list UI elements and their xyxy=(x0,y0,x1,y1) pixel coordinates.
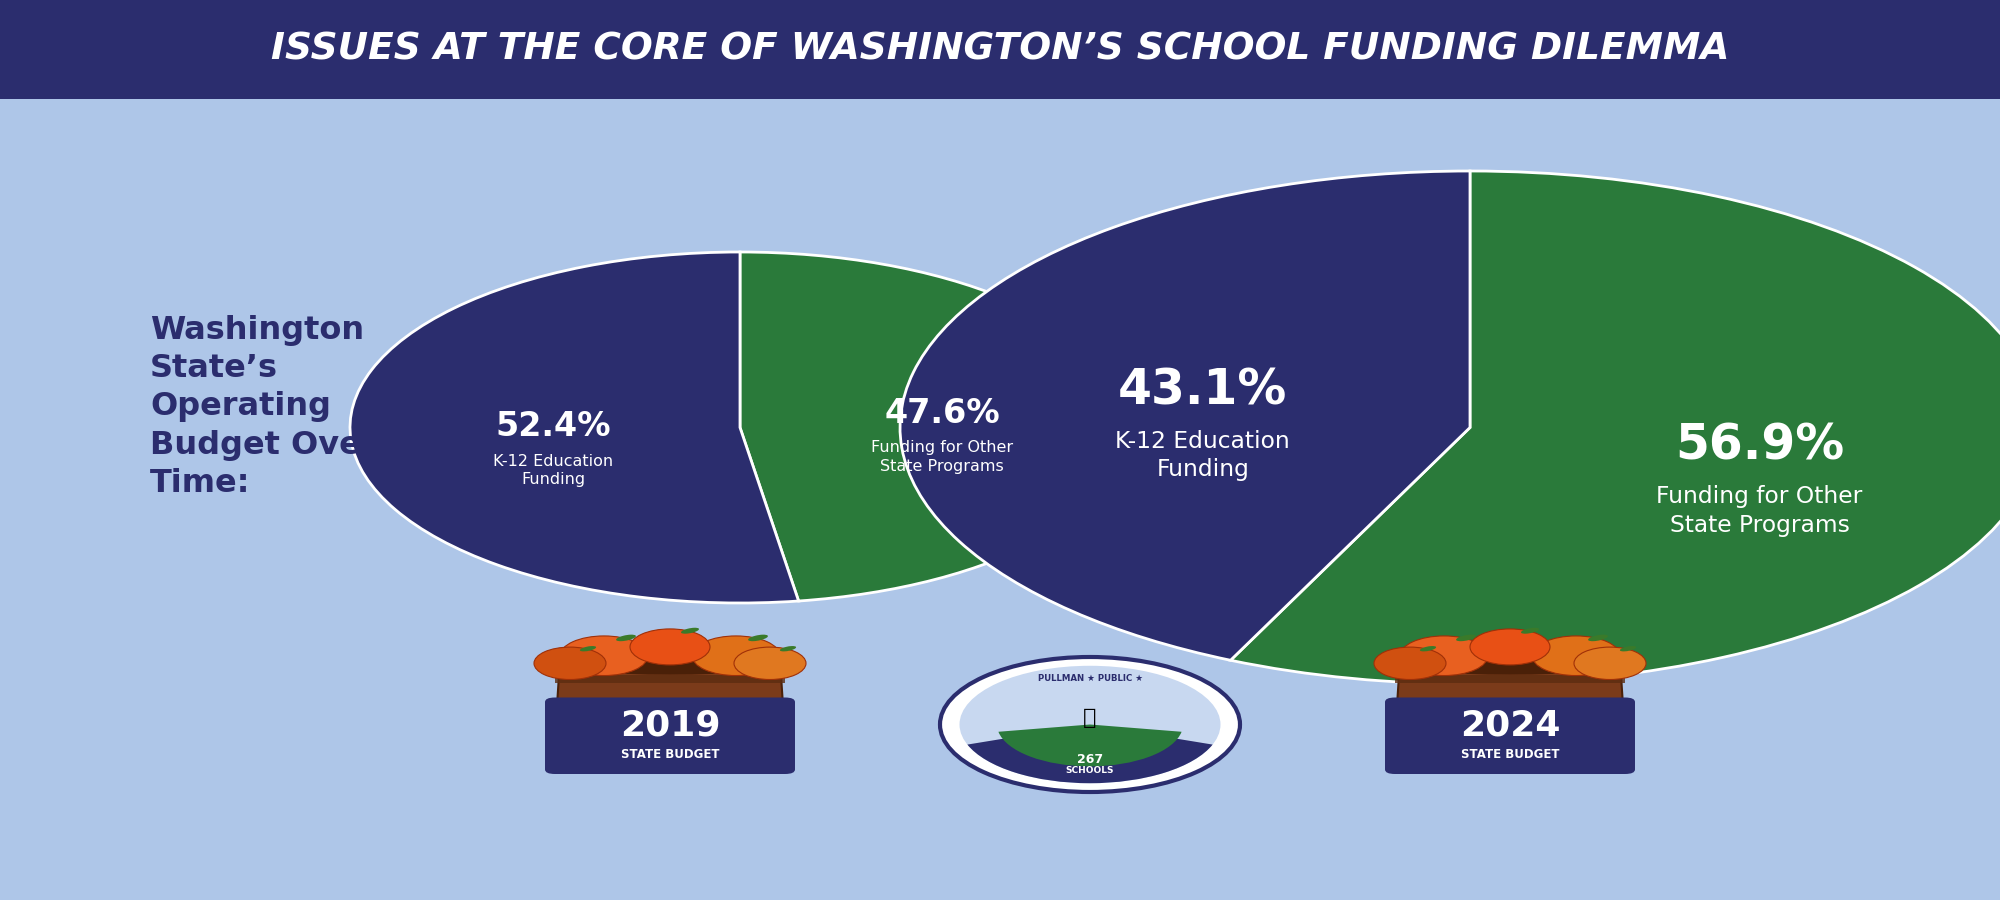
Text: Washington
State’s
Operating
Budget Over
Time:: Washington State’s Operating Budget Over… xyxy=(150,315,376,499)
Circle shape xyxy=(1374,647,1446,680)
Circle shape xyxy=(1400,636,1488,676)
Wedge shape xyxy=(900,171,1470,661)
Circle shape xyxy=(692,636,780,676)
Ellipse shape xyxy=(1588,634,1608,641)
Text: Funding for Other
State Programs: Funding for Other State Programs xyxy=(1656,485,1862,536)
Text: 🌾: 🌾 xyxy=(1084,707,1096,728)
Ellipse shape xyxy=(566,728,774,744)
Ellipse shape xyxy=(1520,627,1540,634)
FancyBboxPatch shape xyxy=(1396,698,1624,706)
Circle shape xyxy=(630,629,710,665)
Text: SCHOOLS: SCHOOLS xyxy=(1066,766,1114,775)
Text: 52.4%: 52.4% xyxy=(496,410,612,443)
Circle shape xyxy=(560,636,648,676)
Circle shape xyxy=(534,647,606,680)
Text: STATE BUDGET: STATE BUDGET xyxy=(620,749,720,761)
Wedge shape xyxy=(998,724,1182,767)
Circle shape xyxy=(1532,636,1620,676)
Text: PULLMAN ★ PUBLIC ★: PULLMAN ★ PUBLIC ★ xyxy=(1038,674,1142,683)
Ellipse shape xyxy=(1420,646,1436,652)
Wedge shape xyxy=(1230,171,2000,684)
Text: 43.1%: 43.1% xyxy=(1118,366,1288,415)
Text: 56.9%: 56.9% xyxy=(1674,422,1844,470)
Ellipse shape xyxy=(748,634,768,641)
Text: STATE BUDGET: STATE BUDGET xyxy=(1460,749,1560,761)
Polygon shape xyxy=(556,666,784,736)
Ellipse shape xyxy=(1400,657,1620,675)
FancyBboxPatch shape xyxy=(556,675,784,683)
Text: Funding for Other
State Programs: Funding for Other State Programs xyxy=(872,440,1014,474)
FancyBboxPatch shape xyxy=(556,720,784,728)
Circle shape xyxy=(1470,629,1550,665)
Text: 2024: 2024 xyxy=(1460,709,1560,742)
Ellipse shape xyxy=(680,627,700,634)
FancyBboxPatch shape xyxy=(1384,698,1636,774)
Polygon shape xyxy=(1396,666,1624,736)
FancyBboxPatch shape xyxy=(0,0,2000,99)
Ellipse shape xyxy=(1456,634,1476,641)
Ellipse shape xyxy=(580,646,596,652)
Wedge shape xyxy=(350,252,798,603)
Circle shape xyxy=(734,647,806,680)
Circle shape xyxy=(1574,647,1646,680)
Ellipse shape xyxy=(780,646,796,652)
Text: ISSUES AT THE CORE OF WASHINGTON’S SCHOOL FUNDING DILEMMA: ISSUES AT THE CORE OF WASHINGTON’S SCHOO… xyxy=(270,32,1730,68)
Wedge shape xyxy=(740,252,1130,601)
Text: 47.6%: 47.6% xyxy=(884,397,1000,430)
Ellipse shape xyxy=(1406,728,1614,744)
FancyBboxPatch shape xyxy=(1396,675,1624,683)
Wedge shape xyxy=(968,738,1212,783)
Text: K-12 Education
Funding: K-12 Education Funding xyxy=(494,454,614,487)
Circle shape xyxy=(940,657,1240,792)
Ellipse shape xyxy=(560,657,780,675)
FancyBboxPatch shape xyxy=(1396,720,1624,728)
FancyBboxPatch shape xyxy=(544,698,796,774)
Ellipse shape xyxy=(616,634,636,641)
Ellipse shape xyxy=(1620,646,1636,652)
Text: 2019: 2019 xyxy=(620,709,720,742)
Text: K-12 Education
Funding: K-12 Education Funding xyxy=(1116,430,1290,482)
Circle shape xyxy=(960,666,1220,783)
FancyBboxPatch shape xyxy=(556,698,784,706)
Text: 267: 267 xyxy=(1076,753,1104,766)
